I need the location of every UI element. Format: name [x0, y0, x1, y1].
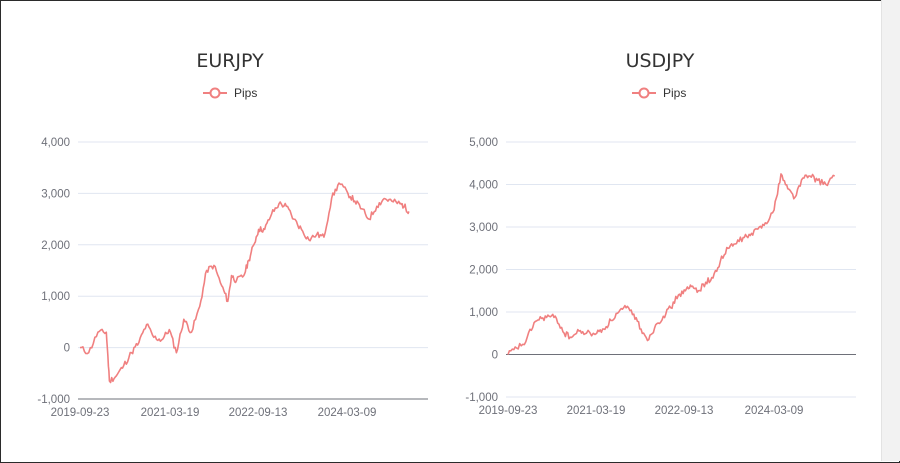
- x-tick-label: 2022-09-13: [229, 407, 288, 419]
- legend-marker-icon: [638, 87, 650, 99]
- y-tick-label: 0: [492, 350, 498, 362]
- y-tick-label: -1,000: [37, 394, 70, 406]
- x-tick-label: 2022-09-13: [655, 405, 714, 417]
- y-tick-label: 1,000: [41, 291, 70, 303]
- x-axis: 2019-09-23 2021-03-19 2022-09-13 2024-03…: [479, 354, 856, 417]
- y-tick-label: -1,000: [465, 392, 498, 404]
- y-tick-label: 0: [64, 343, 70, 355]
- y-tick-label: 2,000: [469, 265, 498, 277]
- x-tick-label: 2019-09-23: [51, 407, 110, 419]
- x-tick-label: 2019-09-23: [479, 405, 538, 417]
- y-tick-label: 1,000: [469, 307, 498, 319]
- series-line-pips: [507, 173, 835, 355]
- x-tick-label: 2021-03-19: [141, 407, 200, 419]
- chart-title: EURJPY: [196, 50, 264, 72]
- chart-usdjpy: USDJPY Pips 5,000 4,000 3,000 2,000 1,00…: [465, 50, 856, 417]
- x-tick-label: 2024-03-09: [745, 405, 804, 417]
- legend-label: Pips: [663, 86, 686, 100]
- y-axis: 5,000 4,000 3,000 2,000 1,000 0 -1,000: [465, 137, 856, 404]
- window-right-edge: [881, 0, 900, 461]
- legend-label: Pips: [234, 86, 257, 100]
- y-tick-label: 4,000: [469, 180, 498, 192]
- series-line-pips: [79, 182, 410, 384]
- legend[interactable]: Pips: [203, 86, 257, 100]
- y-tick-label: 3,000: [469, 222, 498, 234]
- legend[interactable]: Pips: [632, 86, 686, 100]
- chart-title: USDJPY: [626, 50, 695, 72]
- legend-marker-icon: [209, 87, 221, 99]
- x-tick-label: 2021-03-19: [567, 405, 626, 417]
- y-tick-label: 4,000: [41, 137, 70, 149]
- chart-eurjpy: EURJPY Pips 4,000 3,000 2,000 1,000 0 -1…: [37, 50, 428, 419]
- y-axis: 4,000 3,000 2,000 1,000 0 -1,000: [37, 137, 428, 406]
- x-tick-label: 2024-03-09: [318, 407, 377, 419]
- y-tick-label: 3,000: [41, 188, 70, 200]
- y-tick-label: 2,000: [41, 240, 70, 252]
- y-tick-label: 5,000: [469, 137, 498, 149]
- x-axis: 2019-09-23 2021-03-19 2022-09-13 2024-03…: [51, 398, 428, 419]
